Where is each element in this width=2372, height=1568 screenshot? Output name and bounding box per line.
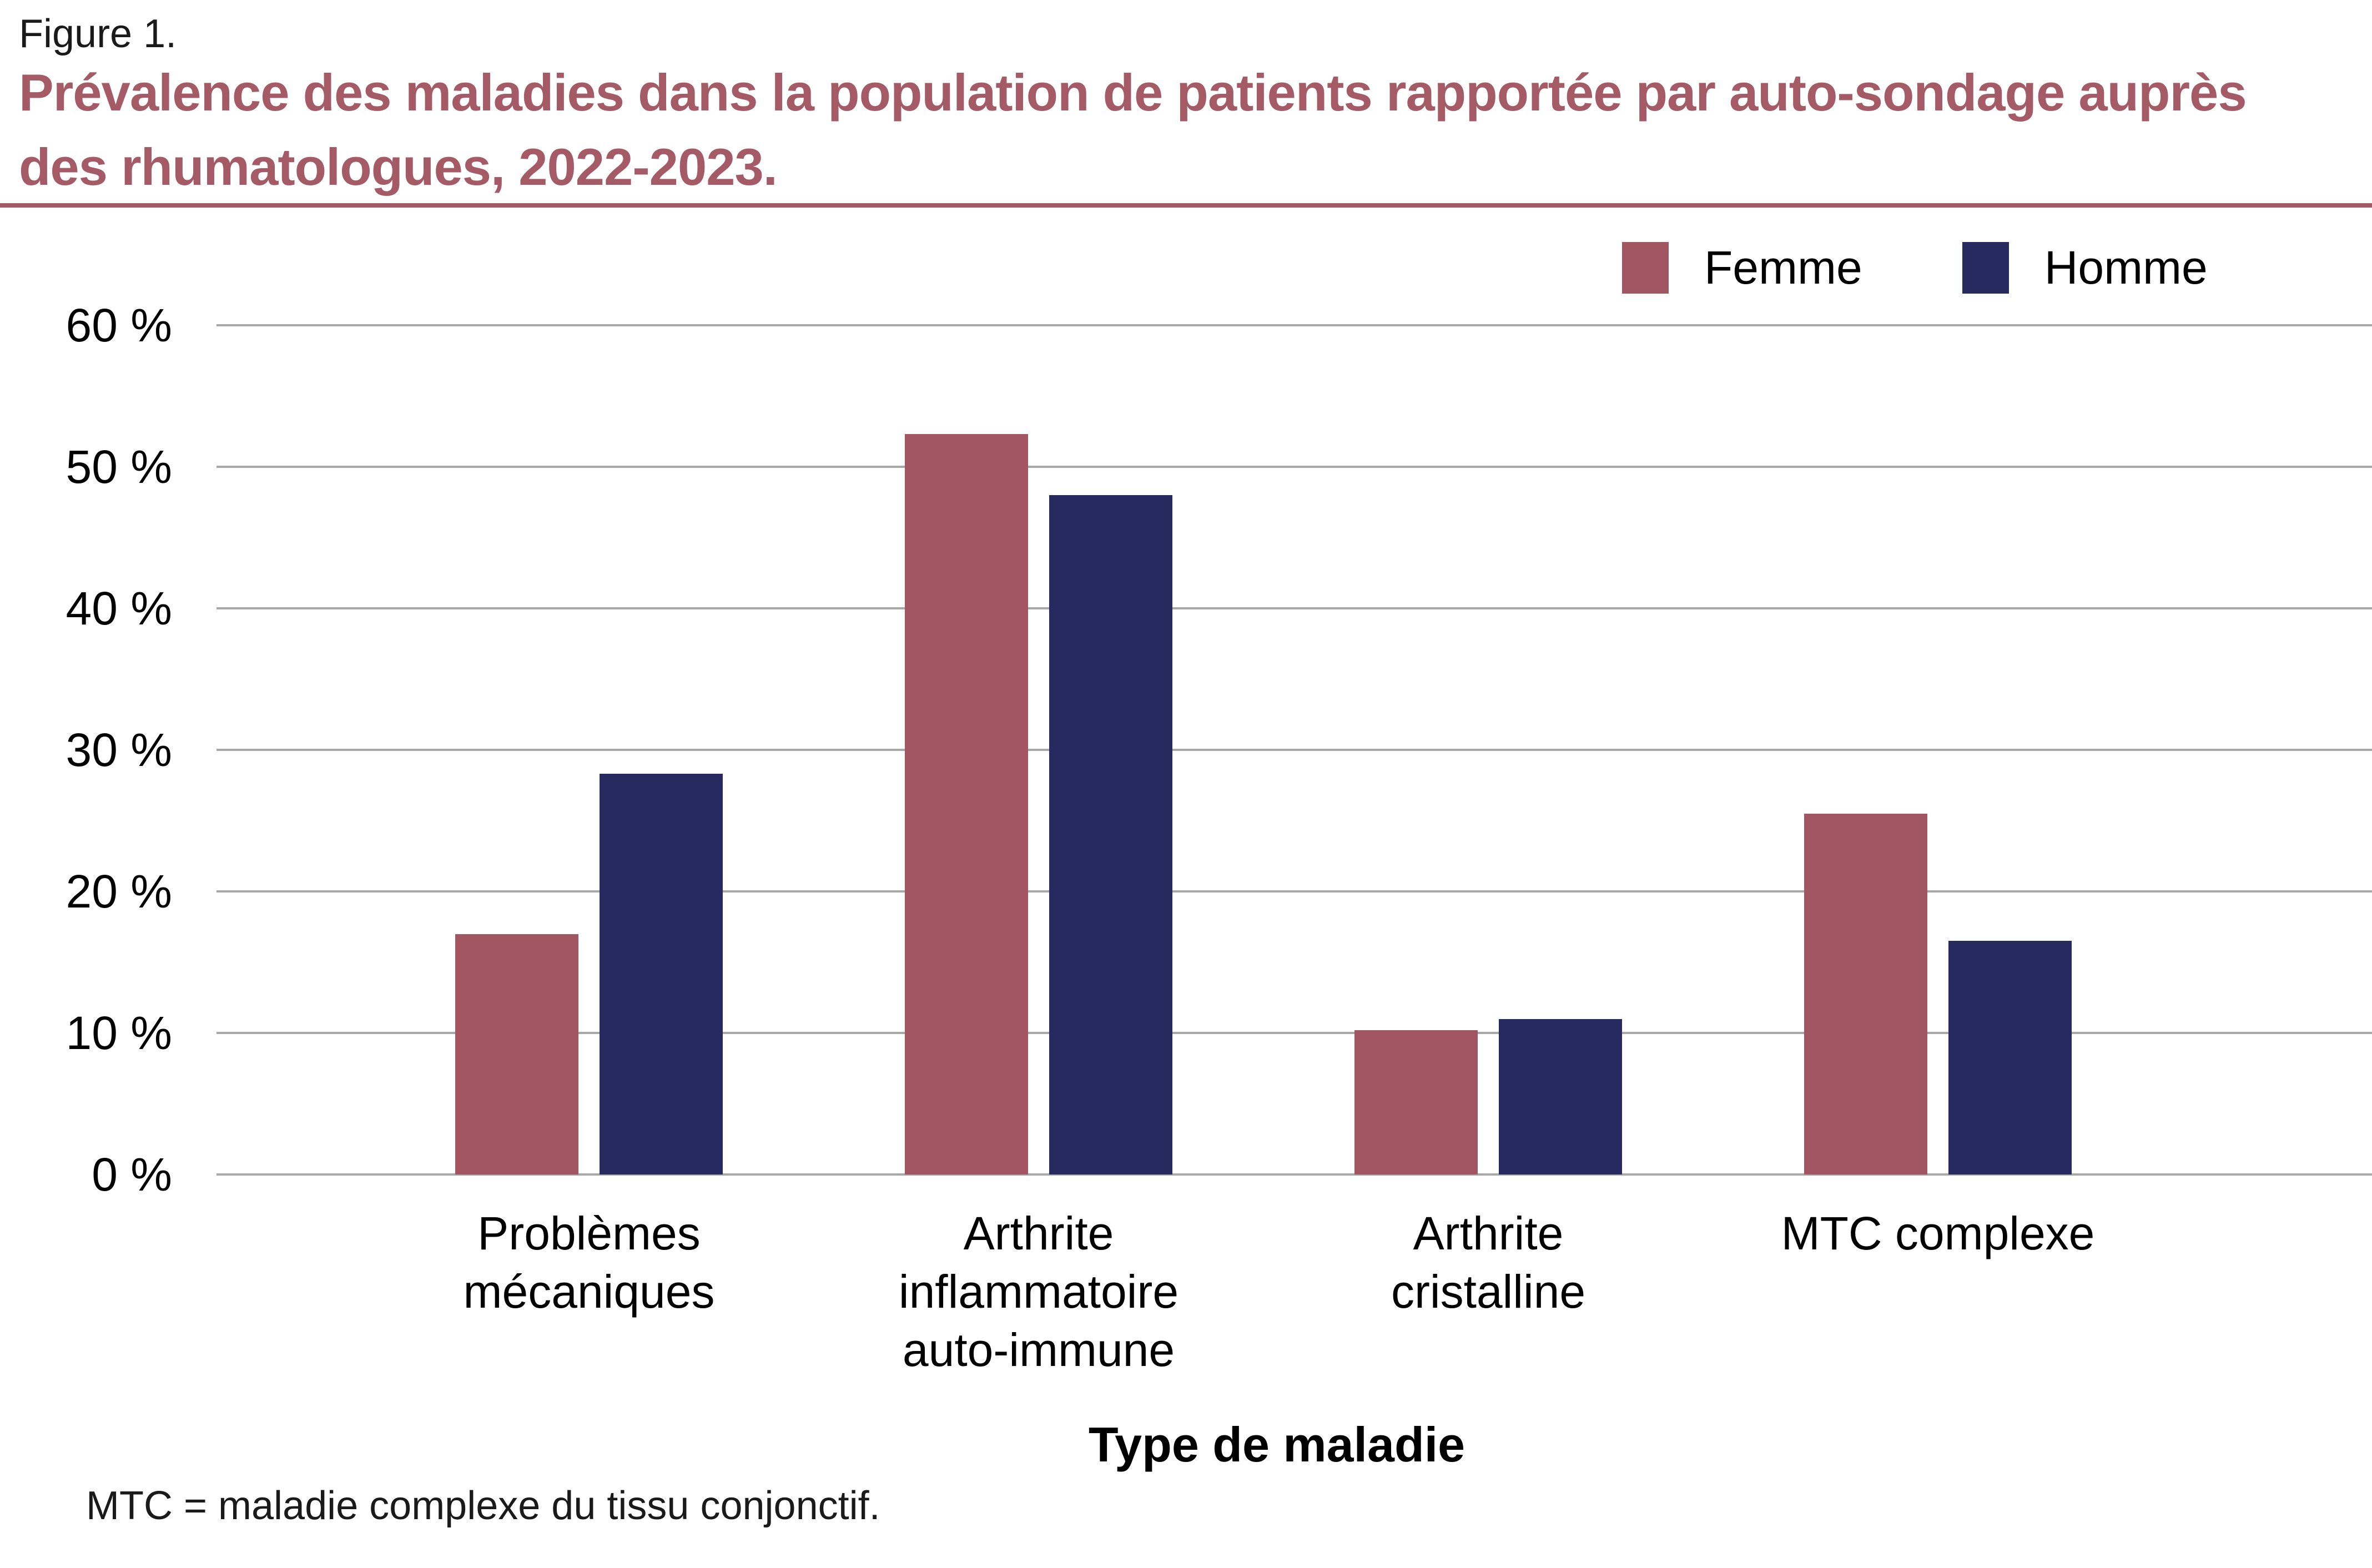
gridline-0 bbox=[216, 1173, 2372, 1176]
gridline-50 bbox=[216, 466, 2372, 468]
y-tick-label-30: 30 % bbox=[66, 724, 172, 776]
category-label-3: Arthrite cristalline bbox=[1391, 1207, 1586, 1318]
legend-swatch-femme bbox=[1622, 242, 1669, 294]
y-tick-label-60: 60 % bbox=[66, 299, 172, 351]
category-label-2: Arthrite inflammatoire auto-immune bbox=[898, 1207, 1179, 1376]
bar-homme-2 bbox=[1049, 495, 1172, 1174]
bar-femme-3 bbox=[1354, 1030, 1478, 1174]
y-tick-label-10: 10 % bbox=[66, 1007, 172, 1059]
legend-swatch-homme bbox=[1962, 242, 2009, 294]
gridline-10 bbox=[216, 1032, 2372, 1034]
gridline-30 bbox=[216, 749, 2372, 751]
chart-title-line-2: des rhumatologues, 2022-2023. bbox=[19, 138, 778, 196]
bar-homme-4 bbox=[1948, 941, 2072, 1174]
chart-title: Prévalence des maladies dans la populati… bbox=[19, 56, 2247, 204]
title-divider-rule bbox=[0, 203, 2372, 208]
legend-label-femme: Femme bbox=[1704, 241, 1862, 294]
bar-homme-3 bbox=[1499, 1019, 1622, 1174]
footnote: MTC = maladie complexe du tissu conjonct… bbox=[86, 1484, 880, 1528]
figure-label: Figure 1. bbox=[19, 12, 177, 56]
bar-femme-4 bbox=[1804, 813, 1927, 1174]
chart-title-line-1: Prévalence des maladies dans la populati… bbox=[19, 63, 2247, 122]
y-tick-label-40: 40 % bbox=[66, 582, 172, 634]
y-tick-label-50: 50 % bbox=[66, 441, 172, 493]
gridline-40 bbox=[216, 607, 2372, 609]
chart-legend: Femme Homme bbox=[1622, 242, 2208, 294]
legend-label-homme: Homme bbox=[2044, 241, 2208, 294]
category-label-1: Problèmes mécaniques bbox=[463, 1207, 715, 1318]
gridline-60 bbox=[216, 324, 2372, 326]
y-tick-label-0: 0 % bbox=[92, 1148, 172, 1201]
x-axis-title: Type de maladie bbox=[1088, 1417, 1465, 1472]
y-tick-label-20: 20 % bbox=[66, 865, 172, 917]
bar-femme-1 bbox=[455, 934, 578, 1174]
bar-femme-2 bbox=[905, 434, 1028, 1174]
bar-homme-1 bbox=[600, 774, 723, 1174]
category-label-4: MTC complexe bbox=[1781, 1207, 2095, 1259]
gridline-20 bbox=[216, 890, 2372, 893]
